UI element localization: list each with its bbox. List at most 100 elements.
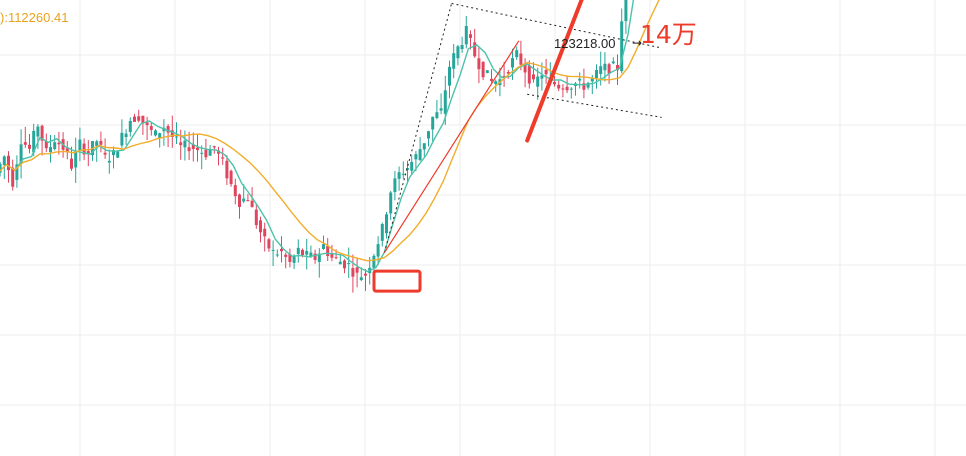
candle-body xyxy=(292,256,296,263)
candle-body xyxy=(452,53,456,69)
high-price-label: 123218.00 xyxy=(554,36,616,51)
candle-body xyxy=(254,209,258,226)
flag-upper-line xyxy=(451,2,662,49)
candle-body xyxy=(233,185,237,197)
candle-body xyxy=(557,84,561,89)
candle-body xyxy=(44,141,48,149)
candle-body xyxy=(99,140,103,145)
candle-body xyxy=(70,158,73,169)
candle-body xyxy=(313,253,317,260)
candle-body xyxy=(296,247,300,255)
candle-body xyxy=(204,149,208,158)
candle-body xyxy=(435,112,439,119)
candle-body xyxy=(32,130,36,153)
candle-body xyxy=(154,130,157,136)
candle-body xyxy=(309,252,313,257)
candle-body xyxy=(616,64,619,71)
candle-body xyxy=(469,34,472,38)
candle-body xyxy=(242,198,246,202)
candle-body xyxy=(351,268,355,277)
candle-body xyxy=(603,63,607,71)
candle-body xyxy=(170,130,174,137)
candle-body xyxy=(250,200,254,208)
candle-body xyxy=(359,277,363,281)
candle-body xyxy=(338,261,342,265)
candle-body xyxy=(179,142,183,146)
candle-body xyxy=(330,254,334,258)
flag-lower-line xyxy=(527,93,662,118)
candle-body xyxy=(11,167,15,187)
candle-body xyxy=(590,78,594,82)
candle-body xyxy=(2,156,6,166)
candle-body xyxy=(112,150,115,156)
candle-body xyxy=(578,78,582,81)
candle-body xyxy=(103,152,107,155)
candle-body xyxy=(347,262,351,264)
candle-body xyxy=(175,136,178,138)
candle-body xyxy=(380,223,384,241)
candle-body xyxy=(595,70,598,79)
candle-body xyxy=(7,155,10,171)
candle-body xyxy=(28,144,31,149)
candle-body xyxy=(414,154,418,160)
candle-body xyxy=(149,126,153,130)
candle-body xyxy=(137,116,141,121)
candle-body xyxy=(322,244,325,249)
candle-body xyxy=(401,173,405,175)
candle-body xyxy=(464,25,468,45)
candle-body xyxy=(0,163,2,173)
candle-body xyxy=(389,192,393,214)
candle-body xyxy=(506,71,510,74)
candle-body xyxy=(427,131,430,139)
candle-body xyxy=(443,90,447,114)
candle-body xyxy=(393,178,397,193)
candle-body xyxy=(238,194,241,207)
candle-body xyxy=(82,143,86,155)
candle-body xyxy=(124,133,128,138)
candle-body xyxy=(65,148,69,153)
candle-body xyxy=(397,172,401,179)
candle-body xyxy=(418,149,422,161)
candle-body xyxy=(271,249,275,251)
candle-body xyxy=(607,64,611,74)
projection-arrow xyxy=(525,0,584,143)
candle-body xyxy=(536,76,540,87)
candle-body xyxy=(372,255,376,268)
candle-body xyxy=(439,108,443,111)
candle-body xyxy=(561,88,565,90)
candle-body xyxy=(515,50,519,58)
candle-body xyxy=(544,69,548,75)
candle-body xyxy=(569,88,573,90)
candle-body xyxy=(540,75,544,79)
candle-body xyxy=(133,116,136,122)
candle-body xyxy=(141,115,145,123)
candle-body xyxy=(166,126,170,133)
candle-body xyxy=(502,76,506,78)
candle-body xyxy=(120,132,124,146)
high-price-arrow: → xyxy=(632,36,643,50)
candle-body xyxy=(490,78,493,81)
candle-body xyxy=(317,253,321,262)
low-highlight-box xyxy=(372,269,422,293)
candle-body xyxy=(196,147,199,151)
candle-body xyxy=(158,133,162,138)
candle-body xyxy=(485,70,489,73)
ma-readout: ):112260.41 xyxy=(0,10,69,25)
candle-body xyxy=(280,248,283,252)
candle-body xyxy=(259,220,262,233)
candle-body xyxy=(19,144,23,163)
candle-body xyxy=(456,46,460,59)
candle-body xyxy=(183,140,187,148)
target-price-label: 14万 xyxy=(640,20,697,49)
candle-body xyxy=(326,245,330,257)
candle-body xyxy=(78,139,82,151)
candle-body xyxy=(116,151,120,158)
candle-body xyxy=(187,147,191,152)
candle-body xyxy=(212,146,216,148)
candle-body xyxy=(275,254,279,256)
candle-body xyxy=(385,214,388,234)
candle-body xyxy=(582,83,586,90)
candle-body xyxy=(343,260,346,269)
candle-body xyxy=(422,143,426,150)
